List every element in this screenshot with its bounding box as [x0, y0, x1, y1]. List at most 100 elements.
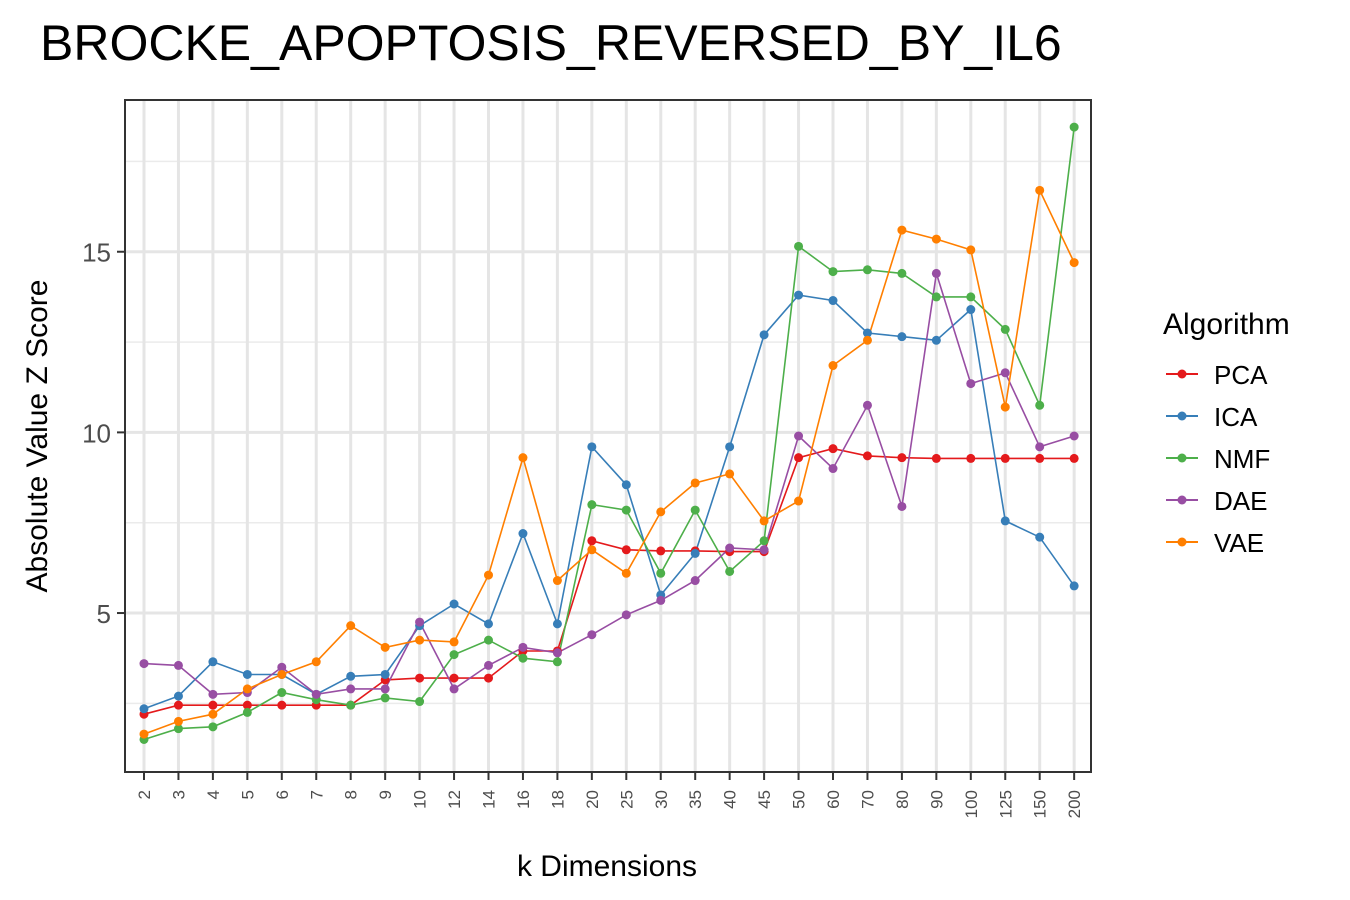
data-point-ica [208, 657, 218, 667]
data-point-ica [725, 442, 735, 452]
data-point-vae [1069, 258, 1079, 268]
data-point-vae [862, 335, 872, 345]
data-point-vae [656, 507, 666, 517]
x-tick-label: 45 [755, 790, 774, 809]
data-point-pca [1069, 453, 1079, 463]
x-tick-label: 18 [548, 790, 567, 809]
y-axis-title: Absolute Value Z Score [21, 280, 54, 593]
data-point-ica [794, 290, 804, 300]
data-point-vae [621, 568, 631, 578]
data-point-vae [1000, 402, 1010, 412]
x-tick-label: 10 [411, 790, 430, 809]
x-tick-label: 16 [514, 790, 533, 809]
data-point-pca [484, 673, 493, 683]
data-point-ica [690, 548, 700, 558]
data-point-dae [966, 379, 976, 389]
x-tick-label: 100 [962, 790, 981, 818]
x-tick-label: 7 [307, 790, 326, 799]
chart-title: BROCKE_APOPTOSIS_REVERSED_BY_IL6 [40, 15, 1062, 71]
data-point-vae [346, 621, 356, 631]
data-point-vae [380, 642, 390, 652]
data-point-dae [518, 642, 528, 652]
data-point-vae [1035, 185, 1045, 195]
data-point-pca [828, 444, 838, 454]
y-tick-label: 10 [82, 418, 111, 448]
data-point-vae [449, 637, 459, 647]
data-point-nmf [415, 697, 425, 707]
data-point-vae [208, 709, 218, 719]
series-line-vae [143, 187, 1075, 735]
data-point-dae [759, 545, 769, 555]
data-point-nmf [966, 292, 976, 302]
data-point-dae [897, 501, 907, 511]
data-point-nmf [794, 241, 804, 251]
data-point-pca [1000, 453, 1010, 463]
data-point-dae [277, 662, 287, 672]
x-tick-label: 70 [858, 790, 877, 809]
data-point-dae [1000, 368, 1010, 378]
data-point-dae [828, 464, 838, 474]
legend-key-point-ica [1177, 411, 1187, 421]
data-point-pca [897, 453, 907, 463]
data-point-vae [415, 635, 425, 645]
data-point-ica [139, 704, 149, 714]
x-tick-label: 40 [721, 790, 740, 809]
series-layer [139, 122, 1079, 744]
x-tick-label: 200 [1065, 790, 1084, 818]
data-point-nmf [1035, 400, 1045, 410]
x-axis-title: k Dimensions [517, 850, 697, 883]
data-point-dae [621, 610, 631, 620]
x-tick-label: 50 [790, 790, 809, 809]
data-point-dae [690, 576, 700, 586]
data-point-nmf [484, 635, 493, 645]
data-point-nmf [931, 292, 941, 302]
data-point-nmf [242, 707, 252, 717]
data-point-vae [931, 234, 941, 244]
data-point-pca [931, 453, 941, 463]
data-point-dae [484, 660, 493, 670]
legend-key-point-nmf [1177, 453, 1187, 463]
data-point-dae [346, 684, 356, 694]
y-tick-label: 5 [97, 599, 111, 629]
data-point-ica [1000, 516, 1010, 526]
data-point-dae [794, 431, 804, 441]
data-point-nmf [897, 268, 907, 278]
series-line-pca [143, 447, 1075, 715]
data-point-ica [1035, 532, 1045, 542]
data-point-ica [449, 599, 459, 609]
data-point-vae [277, 669, 287, 679]
data-point-nmf [862, 265, 872, 275]
data-point-vae [759, 516, 769, 526]
data-point-dae [173, 660, 183, 670]
x-tick-label: 60 [824, 790, 843, 809]
data-point-ica [484, 619, 493, 629]
x-tick-label: 9 [376, 790, 395, 799]
data-point-ica [380, 669, 390, 679]
data-point-vae [690, 478, 700, 488]
x-tick-label: 5 [238, 790, 257, 799]
x-tick-label: 30 [652, 790, 671, 809]
legend-label-vae: VAE [1214, 528, 1264, 558]
x-tick-label: 2 [135, 790, 154, 799]
data-point-ica [173, 691, 183, 701]
x-tick-label: 125 [996, 790, 1015, 818]
x-tick-label: 90 [927, 790, 946, 809]
data-point-ica [966, 305, 976, 315]
data-point-dae [208, 689, 218, 699]
data-point-dae [656, 595, 666, 605]
x-tick-label: 12 [445, 790, 464, 809]
data-point-nmf [759, 536, 769, 546]
data-point-ica [759, 330, 769, 340]
data-point-pca [415, 673, 425, 683]
data-point-ica [346, 671, 356, 681]
data-point-ica [1069, 581, 1079, 591]
data-point-nmf [1069, 122, 1079, 132]
x-tick-label: 25 [617, 790, 636, 809]
data-point-pca [656, 546, 666, 556]
legend: Algorithm PCA ICA NMF DAE VAE [1163, 308, 1290, 558]
data-point-dae [1069, 431, 1079, 441]
data-point-nmf [449, 650, 459, 660]
data-point-nmf [656, 568, 666, 578]
data-point-nmf [277, 688, 287, 698]
